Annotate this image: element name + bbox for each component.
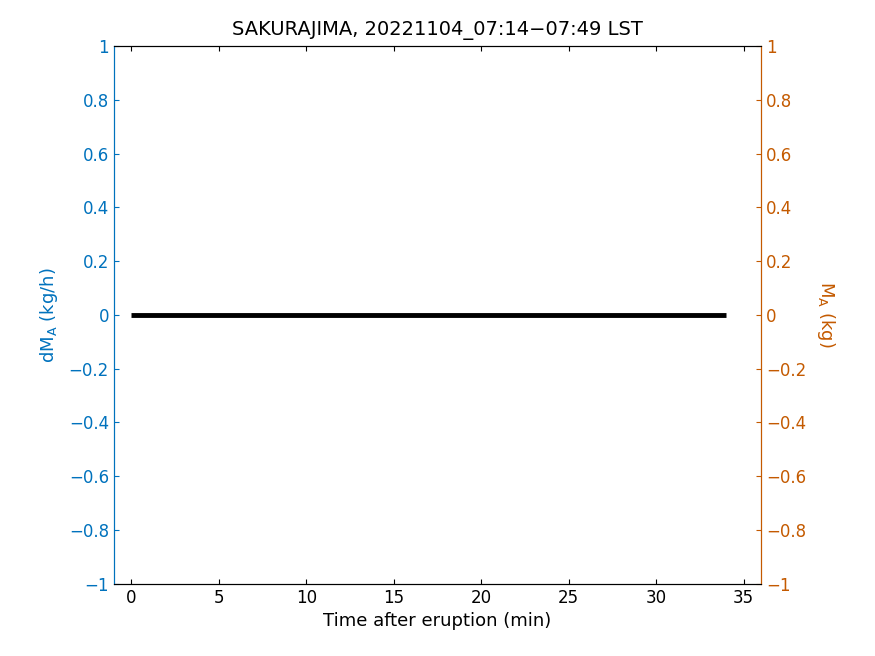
Y-axis label: dM$_\mathregular{A}$ (kg/h): dM$_\mathregular{A}$ (kg/h) xyxy=(38,267,60,363)
Title: SAKURAJIMA, 20221104_07:14−07:49 LST: SAKURAJIMA, 20221104_07:14−07:49 LST xyxy=(232,21,643,40)
X-axis label: Time after eruption (min): Time after eruption (min) xyxy=(324,612,551,630)
Y-axis label: M$_\mathregular{A}$ (kg): M$_\mathregular{A}$ (kg) xyxy=(815,281,836,348)
